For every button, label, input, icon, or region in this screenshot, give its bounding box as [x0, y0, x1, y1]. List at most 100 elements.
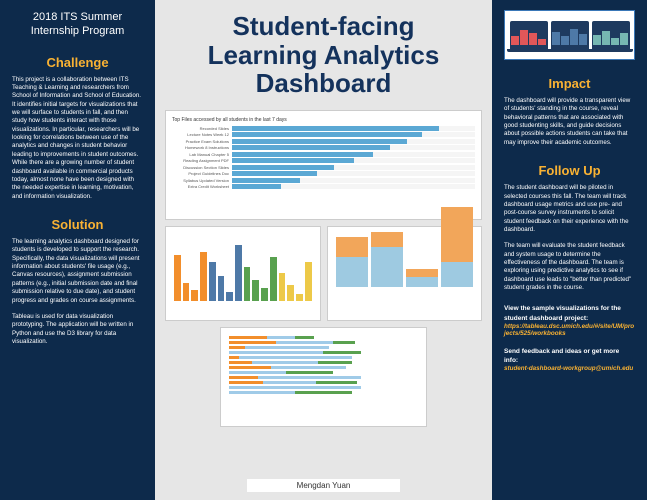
multi-segment [267, 336, 295, 339]
multi-row [229, 381, 417, 384]
stacked-bar [336, 237, 368, 287]
laptop-screen [511, 23, 545, 45]
screen-bar [529, 33, 537, 45]
hbar-row: Recorded Slides [172, 126, 475, 131]
hbar-fill [232, 165, 334, 170]
hbar-row: Project Guidelines Doc [172, 171, 475, 176]
stacked-segment [406, 277, 438, 287]
screen-bar [602, 31, 610, 46]
hbar-track [232, 126, 475, 131]
followup-heading: Follow Up [504, 163, 635, 178]
vbar-area [170, 231, 316, 301]
author-label: Mengdan Yuan [247, 479, 401, 492]
charts-area: Top Files accessed by all students in th… [165, 110, 482, 479]
multi-row [229, 336, 417, 339]
multi-segment [258, 376, 361, 379]
hbar-row: Extra Credit Worksheet [172, 184, 475, 189]
multi-segment [245, 346, 330, 349]
stacked-segment [371, 247, 403, 287]
multi-row [229, 386, 417, 389]
vbar [183, 283, 190, 301]
multi-segment [229, 381, 263, 384]
multi-row [229, 371, 417, 374]
hbar-fill [232, 139, 407, 144]
vbar [218, 276, 225, 301]
laptop-icon [592, 21, 630, 49]
hbar-row: Lab Manual Chapter 5 [172, 152, 475, 157]
hbar-fill [232, 152, 373, 157]
hbar-track [232, 158, 475, 163]
vbar [209, 262, 216, 301]
sample-viz-link[interactable]: https://tableau.dsc.umich.edu/#/site/UM/… [504, 323, 635, 337]
center-column: Student-facing Learning Analytics Dashbo… [155, 0, 492, 500]
multi-row [229, 376, 417, 379]
solution-body-1: The learning analytics dashboard designe… [12, 238, 143, 305]
multi-segment [229, 361, 252, 364]
solution-body-2: Tableau is used for data visualization p… [12, 313, 143, 346]
poster-title: Student-facing Learning Analytics Dashbo… [208, 12, 440, 98]
title-line-2: Learning Analytics [208, 40, 440, 70]
hbar-row: Homework 8 Instructions [172, 145, 475, 150]
multi-segment [229, 366, 270, 369]
screen-bar [611, 38, 619, 46]
vbar [174, 255, 181, 301]
title-line-1: Student-facing [233, 11, 415, 41]
hbar-row: Lecture Notes Week 12 [172, 132, 475, 137]
bottom-chart [220, 327, 426, 427]
stacked-segment [336, 257, 368, 287]
hbar-fill [232, 178, 300, 183]
right-column: Impact The dashboard will provide a tran… [492, 0, 647, 500]
hbar-fill [232, 158, 354, 163]
multi-segment [286, 371, 333, 374]
vbar [305, 262, 312, 301]
hbar-fill [232, 132, 422, 137]
multi-segment [229, 336, 267, 339]
small-chart-right [327, 226, 483, 321]
screen-bar [570, 29, 578, 46]
title-line-3: Dashboard [256, 68, 392, 98]
screen-bar [561, 36, 569, 45]
vbar [244, 267, 251, 301]
stacked-segment [371, 232, 403, 247]
screen-bar [511, 36, 519, 45]
multi-segment [229, 351, 323, 354]
multi-segment [229, 356, 238, 359]
left-column: 2018 ITS Summer Internship Program Chall… [0, 0, 155, 500]
hbar-label: Project Guidelines Doc [172, 171, 232, 176]
hbar-row: Discussion Section Slides [172, 165, 475, 170]
feedback-email-link[interactable]: student-dashboard-workgroup@umich.edu [504, 365, 635, 372]
multi-segment [229, 341, 276, 344]
multi-segment [229, 386, 361, 389]
hbar-label: Extra Credit Worksheet [172, 184, 232, 189]
multi-segment [271, 366, 346, 369]
laptop-icon [551, 21, 589, 49]
multi-row [229, 366, 417, 369]
stacked-area [332, 231, 478, 291]
multi-segment [295, 391, 351, 394]
solution-heading: Solution [12, 217, 143, 232]
vbar [296, 294, 303, 301]
multi-segment [323, 351, 361, 354]
multi-segment [252, 361, 318, 364]
screen-bar [538, 39, 546, 46]
vbar [252, 280, 259, 301]
stacked-bar [371, 232, 403, 287]
vbar [226, 292, 233, 300]
vbar [191, 290, 198, 301]
link2-label: Send feedback and ideas or get more info… [504, 347, 635, 365]
hbar-track [232, 145, 475, 150]
hbar-fill [232, 184, 281, 189]
challenge-heading: Challenge [12, 55, 143, 70]
hbar-label: Reading Assignment PDF [172, 158, 232, 163]
multi-segment [318, 361, 352, 364]
vbar [270, 257, 277, 300]
stacked-bar [406, 269, 438, 287]
logo-box [504, 10, 635, 60]
hbar-label: Discussion Section Slides [172, 165, 232, 170]
hbar-row: Reading Assignment PDF [172, 158, 475, 163]
poster-root: 2018 ITS Summer Internship Program Chall… [0, 0, 647, 500]
main-chart: Top Files accessed by all students in th… [165, 110, 482, 220]
hbar-label: Lecture Notes Week 12 [172, 132, 232, 137]
screen-bar [593, 35, 601, 45]
multi-segment [263, 381, 316, 384]
